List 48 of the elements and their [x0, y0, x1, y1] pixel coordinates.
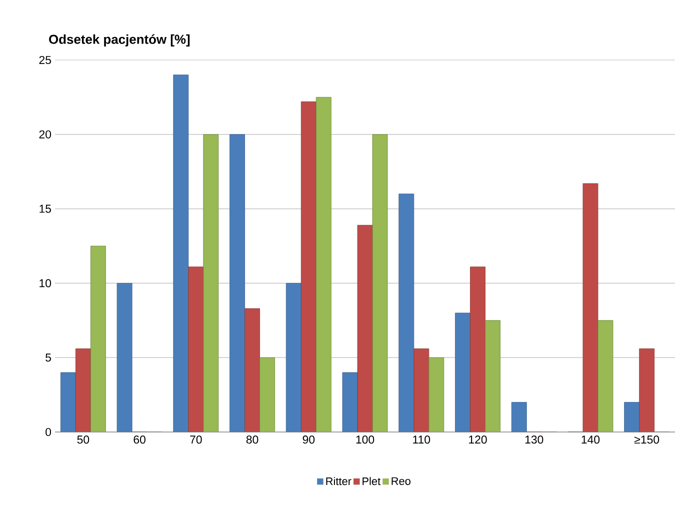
bar — [173, 74, 189, 432]
y-tick-label: 0 — [46, 428, 52, 436]
bar — [260, 357, 275, 432]
bar — [342, 372, 358, 432]
x-tick-label: 130 — [525, 436, 544, 444]
bar — [316, 96, 332, 432]
x-tick-label: 80 — [246, 436, 258, 444]
x-tick-label: 120 — [469, 436, 487, 444]
legend-label: Reo — [392, 477, 410, 485]
bar — [470, 266, 486, 432]
x-tick-label: 50 — [77, 436, 90, 444]
bar — [286, 283, 302, 432]
x-tick-label: 110 — [413, 436, 430, 444]
bar — [60, 372, 76, 432]
bar — [300, 101, 316, 432]
bar — [116, 283, 132, 432]
bar — [75, 348, 91, 432]
x-tick-label: 100 — [356, 436, 374, 444]
bar — [428, 357, 444, 432]
x-tick-label: ≥150 — [634, 436, 660, 444]
y-tick-label: 25 — [39, 56, 51, 64]
bar — [582, 183, 598, 432]
x-tick-label: 70 — [190, 436, 202, 444]
bar — [414, 348, 430, 432]
y-axis-title: Odsetek pacjentów [%] — [49, 34, 190, 46]
bar — [624, 402, 640, 432]
bar — [230, 134, 245, 432]
legend-label: Ritter — [326, 477, 352, 486]
bar — [639, 348, 655, 432]
y-tick-label: 5 — [46, 354, 51, 362]
bar — [485, 320, 500, 432]
bar — [188, 266, 204, 432]
bar — [90, 246, 106, 432]
legend-label: Plet — [362, 477, 381, 486]
y-tick-label: 10 — [40, 279, 52, 288]
bar — [598, 320, 614, 432]
bar — [372, 134, 388, 432]
x-tick-label: 140 — [582, 436, 600, 444]
bar — [203, 134, 219, 432]
x-tick-label: 60 — [134, 436, 146, 444]
bar — [244, 308, 260, 432]
y-tick-label: 20 — [39, 130, 52, 138]
x-tick-label: 90 — [302, 436, 315, 444]
bar — [511, 402, 527, 432]
bar — [398, 194, 414, 432]
bar — [455, 312, 470, 432]
y-tick-label: 15 — [40, 204, 51, 213]
bar — [357, 224, 373, 432]
